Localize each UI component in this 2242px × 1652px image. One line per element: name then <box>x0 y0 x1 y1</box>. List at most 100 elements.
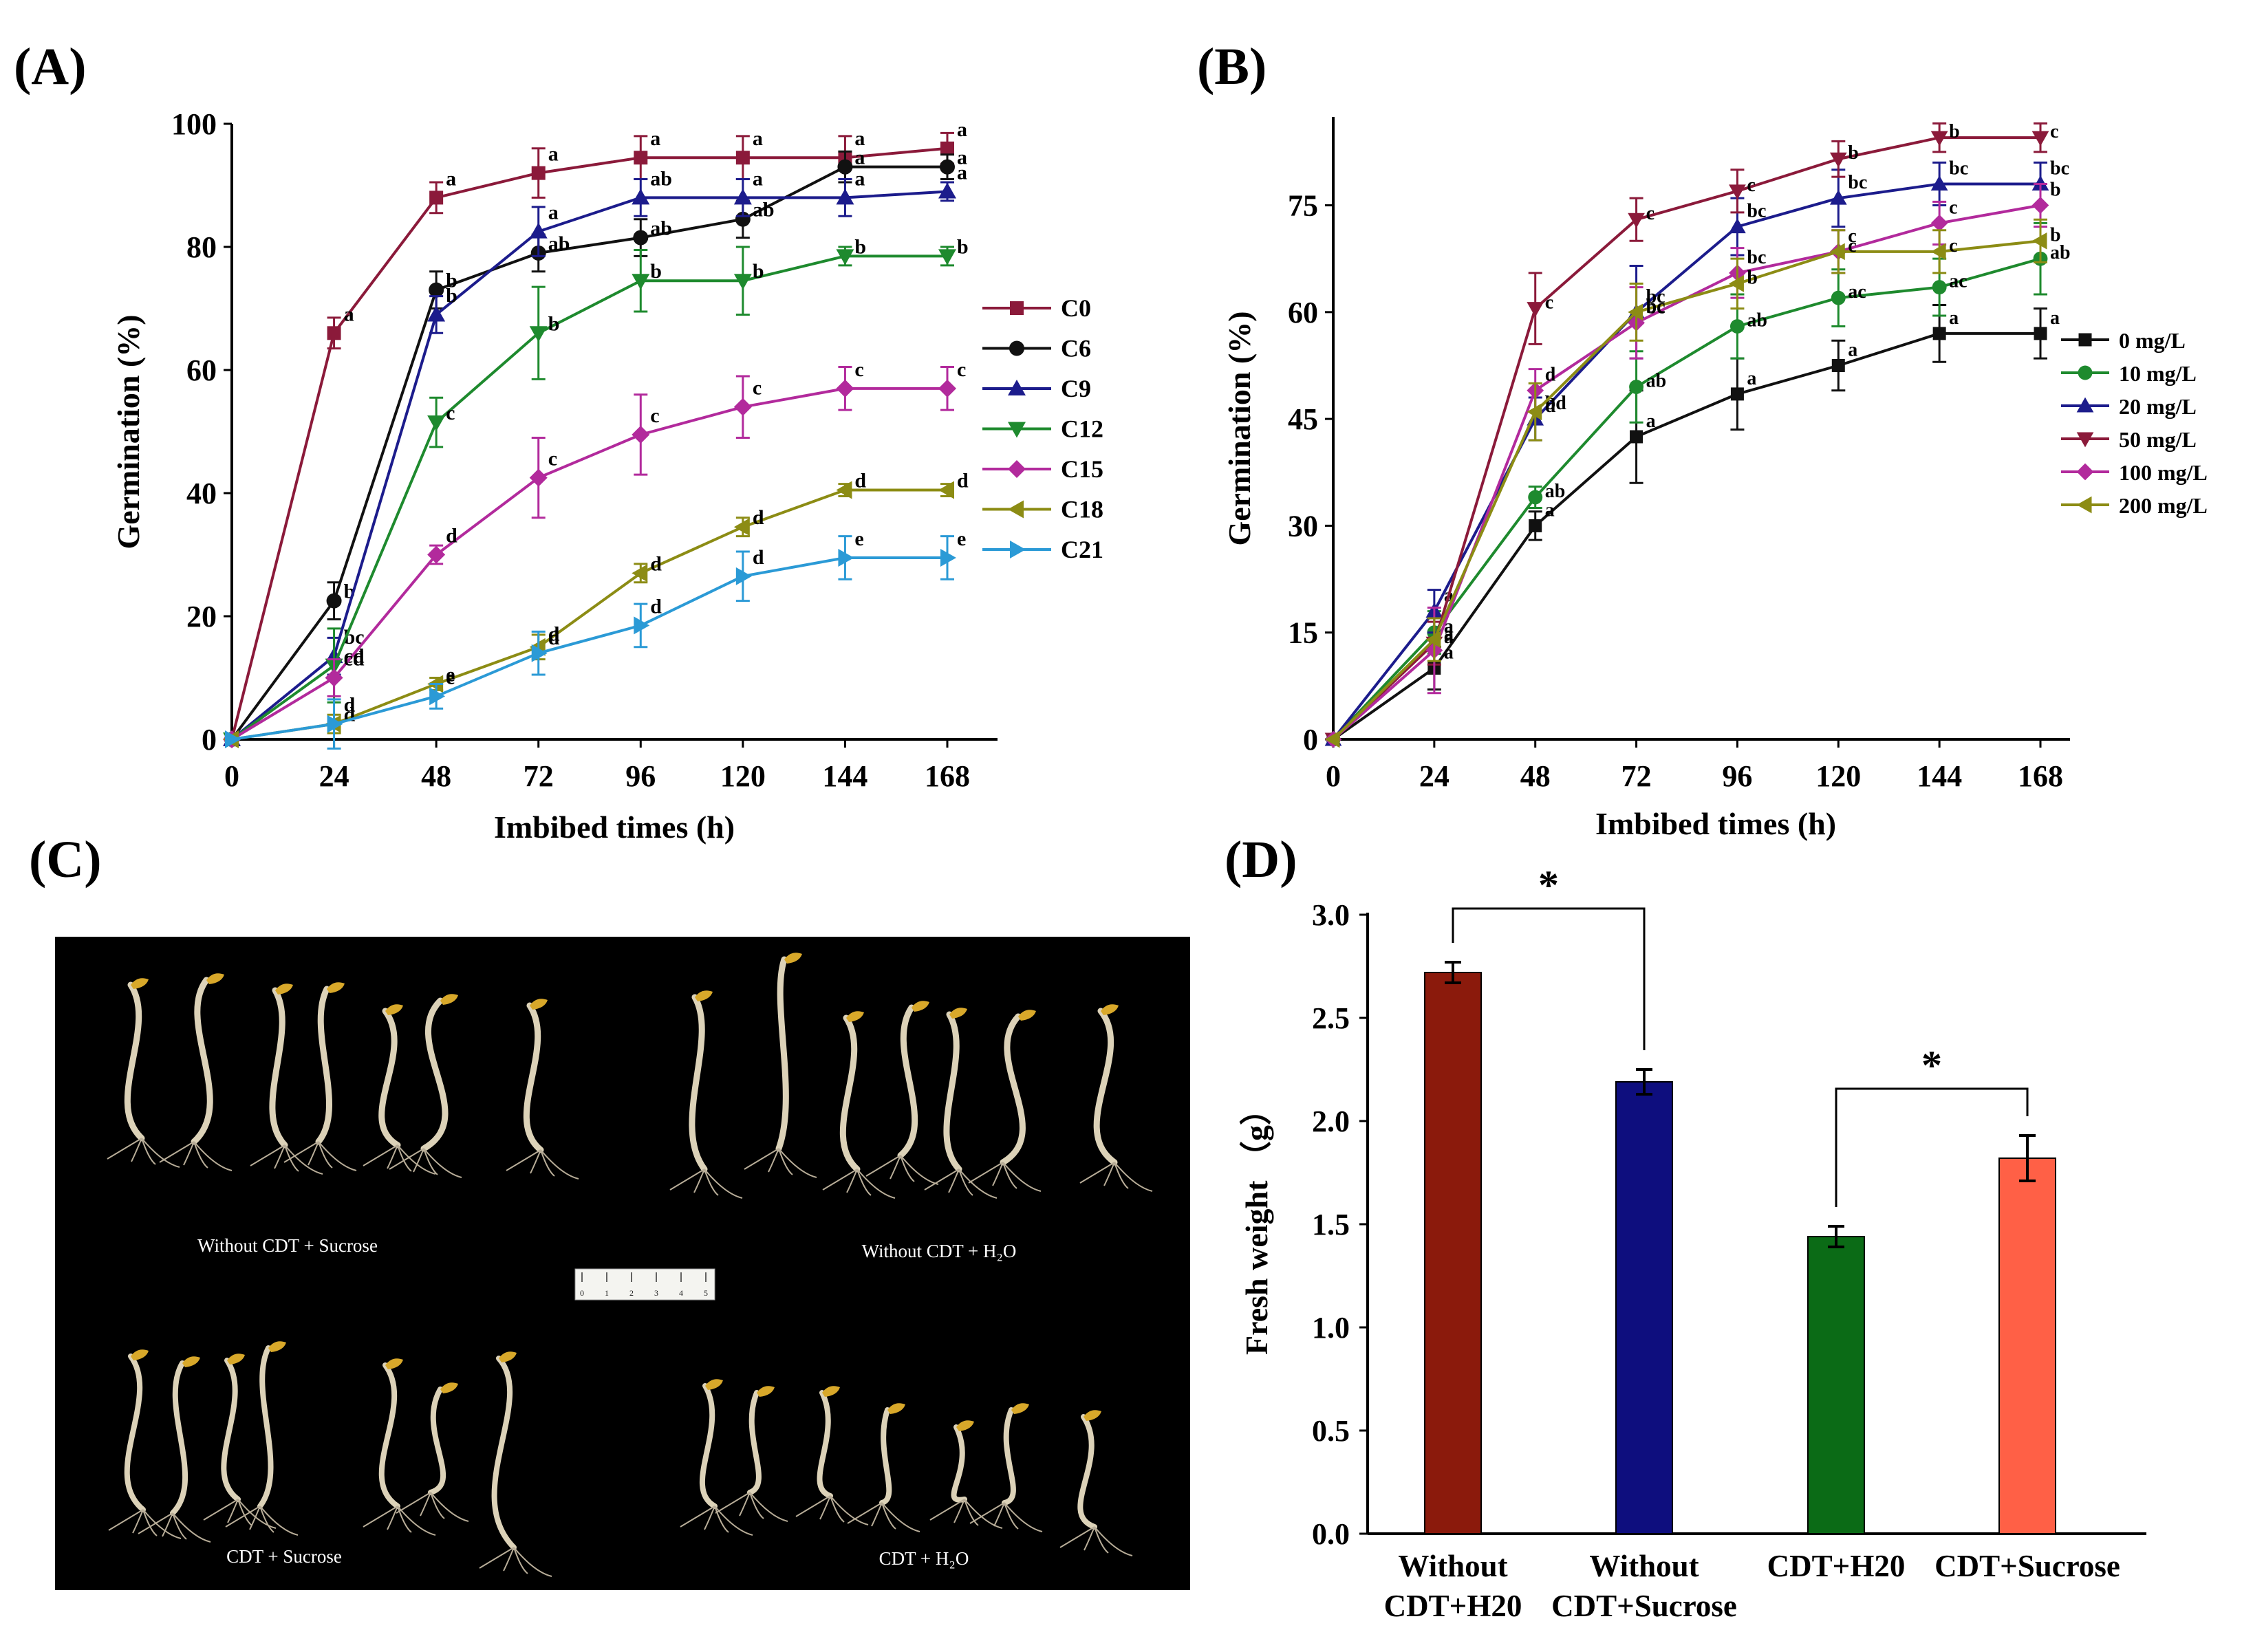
data-point <box>733 398 752 416</box>
ruler-number: 4 <box>679 1288 683 1298</box>
significance-letter: c <box>446 402 455 424</box>
data-point <box>1729 275 1744 292</box>
y-tick-label: 100 <box>171 107 217 141</box>
data-point <box>1628 303 1643 321</box>
significance-letter: a <box>1848 339 1857 360</box>
data-point <box>529 468 548 487</box>
seedling <box>795 1386 869 1525</box>
significance-letter: b <box>650 260 662 283</box>
data-point <box>1930 131 1948 146</box>
data-point <box>836 481 852 499</box>
x-tick-label: 96 <box>625 759 656 793</box>
significance-letter: e <box>446 666 455 688</box>
y-tick-label: 60 <box>186 354 217 387</box>
data-point <box>634 151 648 165</box>
legend-entry: 20 mg/L <box>2061 394 2197 419</box>
series-line <box>1332 239 2041 741</box>
data-point <box>633 230 649 246</box>
significance-letter: cd <box>344 648 365 671</box>
data-point <box>836 249 854 265</box>
significance-letter: b <box>446 284 457 307</box>
data-point <box>2031 197 2049 214</box>
ruler-number: 1 <box>605 1288 609 1298</box>
data-point <box>838 548 854 567</box>
data-point <box>327 715 343 733</box>
data-point <box>1930 215 1948 232</box>
significance-letter: d <box>753 546 764 569</box>
legend-marker <box>2078 365 2093 380</box>
seedlings <box>107 953 1153 1577</box>
y-tick-label: 60 <box>1288 296 1318 329</box>
y-tick-label: 1.5 <box>1312 1208 1350 1241</box>
data-point <box>938 249 956 265</box>
ruler-number: 3 <box>654 1288 658 1298</box>
panel-label-d: (D) <box>1225 831 1297 889</box>
ruler-number: 5 <box>704 1288 708 1298</box>
significance-letter: a <box>957 161 967 184</box>
significance-letter: c <box>1949 235 1957 257</box>
chart-b-xlabel: Imbibed times (h) <box>1595 806 1836 841</box>
data-point <box>1831 290 1846 305</box>
data-point <box>529 222 548 239</box>
significance-letter: a <box>548 202 559 224</box>
svg-text:CDT+Sucrose: CDT+Sucrose <box>1934 1549 2120 1583</box>
data-point <box>733 274 752 290</box>
data-point <box>1729 319 1745 334</box>
panel-label-b: (B) <box>1197 38 1266 96</box>
significance-letter: a <box>753 167 763 190</box>
significance-letter: d <box>548 627 560 649</box>
significance-letter: e <box>854 528 863 550</box>
significance-letter: d <box>650 595 662 618</box>
significance-letter: ab <box>1545 481 1566 502</box>
significance-letter: ab <box>548 232 570 255</box>
y-tick-label: 1.0 <box>1312 1311 1350 1345</box>
legend-marker <box>2078 333 2092 347</box>
data-point <box>938 379 956 398</box>
data-point <box>632 564 648 583</box>
x-tick-label: 48 <box>421 759 451 793</box>
significance-letter: c <box>548 448 557 470</box>
significance-letter: ab <box>650 217 672 240</box>
data-point <box>326 593 342 609</box>
data-point <box>531 166 546 180</box>
y-tick-label: 0 <box>202 723 217 757</box>
seedling <box>744 953 817 1178</box>
bar <box>1615 1081 1673 1534</box>
significance-letter: bc <box>1949 157 1968 179</box>
data-point <box>938 182 956 199</box>
significance-letter: b <box>957 235 969 258</box>
seedling <box>506 999 579 1180</box>
data-point <box>1425 631 1441 649</box>
bar-group <box>1807 1225 1865 1534</box>
data-point <box>1629 380 1644 394</box>
significance-letter: a <box>957 118 967 141</box>
data-point <box>1831 358 1845 372</box>
significance-letter: a <box>1444 624 1454 646</box>
series-line <box>230 146 948 740</box>
significance-letter: a <box>957 146 967 169</box>
data-point <box>225 730 241 748</box>
legend-entry: C15 <box>982 455 1103 483</box>
svg-text:CDT+H20: CDT+H20 <box>1384 1589 1522 1623</box>
data-point <box>634 616 650 635</box>
x-tick-label: 48 <box>1520 759 1551 793</box>
data-point <box>837 159 853 175</box>
data-point <box>632 274 650 290</box>
data-point <box>1932 327 1946 340</box>
panel-label-c: (C) <box>29 831 102 889</box>
legend-entry: C6 <box>982 335 1091 362</box>
data-point <box>836 379 854 398</box>
data-point <box>531 644 548 662</box>
legend-label: C6 <box>1061 335 1091 362</box>
svg-text:Without: Without <box>1589 1549 1699 1583</box>
legend-entry: C21 <box>982 536 1103 563</box>
y-tick-label: 0 <box>1303 723 1318 757</box>
seedling <box>363 1004 436 1175</box>
legend-entry: 100 mg/L <box>2061 460 2208 485</box>
significance-letter: c <box>753 377 762 400</box>
significance-letter: b <box>753 260 764 283</box>
significance-letter: e <box>957 528 966 550</box>
